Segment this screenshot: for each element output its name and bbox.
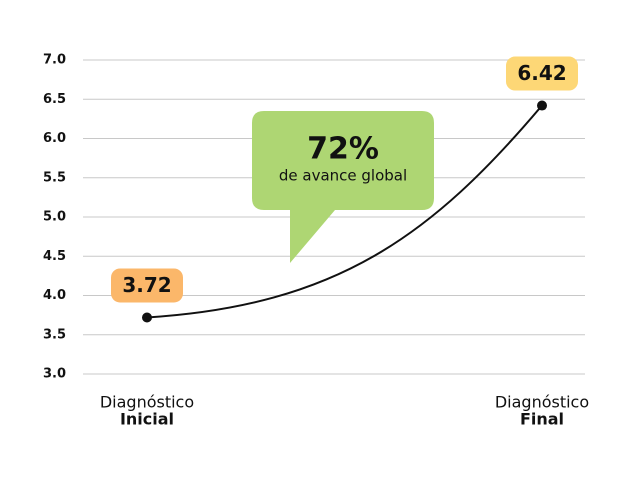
line <box>146 104 543 319</box>
y-tick-label: 5.0 <box>43 210 66 225</box>
value-label-box <box>111 268 183 303</box>
callout-bubble <box>252 111 434 263</box>
x-tick-label: Inicial <box>120 410 174 429</box>
callout-text: de avance global <box>279 167 407 185</box>
y-tick-label: 4.5 <box>43 249 66 264</box>
x-tick-label: Final <box>520 410 564 429</box>
y-tick-label: 4.0 <box>43 288 66 303</box>
value-label-box <box>506 56 578 91</box>
x-tick-label: Diagnóstico <box>100 393 194 412</box>
y-tick-label: 7.0 <box>43 53 66 68</box>
y-tick-label: 6.5 <box>43 92 66 107</box>
y-tick-label: 6.0 <box>43 131 66 146</box>
y-tick-label: 3.0 <box>43 367 66 382</box>
value-label: 6.42 <box>517 61 566 85</box>
x-tick-label: Diagnóstico <box>495 393 589 412</box>
point <box>142 312 152 323</box>
y-tick-label: 5.5 <box>43 170 66 185</box>
value-label: 3.72 <box>122 273 171 297</box>
point <box>537 100 547 111</box>
y-tick-label: 3.5 <box>43 327 66 342</box>
callout-headline: 72% <box>307 132 379 167</box>
